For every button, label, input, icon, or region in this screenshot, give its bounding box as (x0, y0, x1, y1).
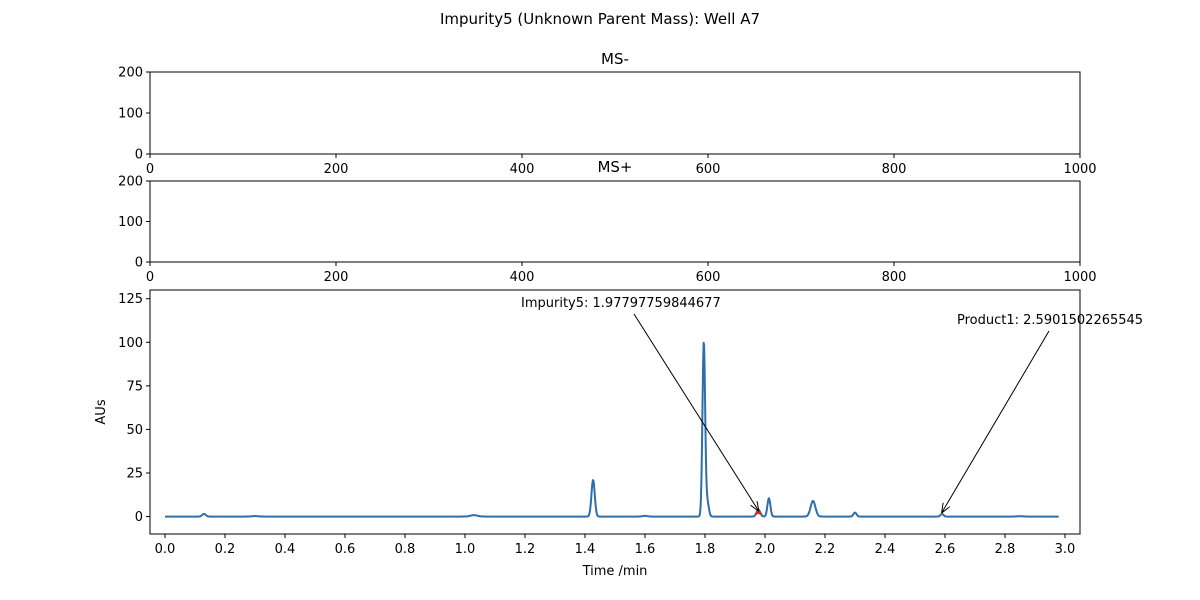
ms-minus-frame (149, 71, 1081, 155)
chromatogram-frame (149, 289, 1081, 535)
y-tick-label: 125 (118, 292, 143, 307)
x-tick-label: 600 (696, 270, 721, 285)
x-tick-label: 0.8 (395, 542, 416, 557)
chromatogram-x-ticks: 0.0 0.2 0.4 0.6 0.8 1.0 1.2 1.4 1.6 1.8 2.0 2.2 2.4 2… (155, 534, 1076, 557)
x-tick-label: 1.4 (575, 542, 596, 557)
x-tick-label: 2.0 (755, 542, 776, 557)
y-tick-label: 0 (135, 510, 143, 525)
x-tick-label: 3.0 (1055, 542, 1076, 557)
x-tick-label: 0.0 (155, 542, 176, 557)
chromatogram-x-label: Time /min (582, 564, 648, 579)
y-tick-label: 25 (126, 467, 143, 482)
x-tick-label: 1.2 (515, 542, 536, 557)
x-tick-label: 800 (882, 270, 907, 285)
x-tick-label: 1.0 (455, 542, 476, 557)
peak-annotations: Impurity5: 1.97797759844677 Product1: 2.5… (521, 296, 1143, 512)
x-tick-label: 1.8 (695, 542, 716, 557)
peak-annotation-arrow (633, 313, 758, 510)
x-tick-label: 800 (882, 162, 907, 177)
x-tick-label: 2.2 (815, 542, 836, 557)
x-tick-label: 200 (324, 270, 349, 285)
peak-annotation-arrow (942, 330, 1050, 512)
x-tick-label: 2.4 (875, 542, 896, 557)
y-tick-label: 0 (135, 256, 143, 271)
x-tick-label: 1.6 (635, 542, 656, 557)
x-tick-label: 400 (510, 270, 535, 285)
ms-plus-y-ticks: 0 100 200 (118, 175, 150, 271)
chromatogram-trace (164, 341, 1060, 518)
impurity-markers (754, 508, 763, 515)
ms-minus-title: MS- (601, 50, 629, 68)
x-tick-label: 2.8 (995, 542, 1016, 557)
x-tick-label: 0.6 (335, 542, 356, 557)
x-tick-label: 0.4 (275, 542, 296, 557)
y-tick-label: 100 (118, 215, 143, 230)
ms-plus-title: MS+ (597, 158, 632, 176)
x-tick-label: 2.6 (935, 542, 956, 557)
peak-annotation-label: Product1: 2.5901502265545 (957, 313, 1143, 328)
y-tick-label: 100 (118, 336, 143, 351)
x-tick-label: 0 (146, 162, 154, 177)
y-tick-label: 50 (126, 423, 143, 438)
x-tick-label: 200 (324, 162, 349, 177)
ms-minus-panel: MS- 0 200 400 600 800 1000 0 100 200 (118, 50, 1096, 177)
chromatogram-panel: 0.0 0.2 0.4 0.6 0.8 1.0 1.2 1.4 1.6 1.8 2.0 2.2 2.4 2… (94, 289, 1143, 579)
x-tick-label: 1000 (1063, 162, 1096, 177)
x-tick-label: 0 (146, 270, 154, 285)
x-tick-label: 600 (696, 162, 721, 177)
chromatogram-y-label: AUs (94, 399, 109, 424)
impurity-marker (754, 508, 763, 515)
y-tick-label: 200 (118, 175, 143, 190)
y-tick-label: 200 (118, 66, 143, 81)
figure-title: Impurity5 (Unknown Parent Mass): Well A7 (440, 10, 760, 28)
x-tick-label: 400 (510, 162, 535, 177)
peak-annotation-label: Impurity5: 1.97797759844677 (521, 296, 721, 311)
x-tick-label: 1000 (1063, 270, 1096, 285)
y-tick-label: 75 (126, 379, 143, 394)
y-tick-label: 100 (118, 107, 143, 122)
chromatogram-y-ticks: 0 25 50 75 100 125 (118, 292, 150, 525)
x-tick-label: 0.2 (215, 542, 236, 557)
y-tick-label: 0 (135, 148, 143, 163)
ms-minus-x-ticks: 0 200 400 600 800 1000 (146, 154, 1097, 177)
ms-plus-frame (149, 180, 1081, 263)
ms-plus-x-ticks: 0 200 400 600 800 1000 (146, 262, 1097, 285)
ms-minus-y-ticks: 0 100 200 (118, 66, 150, 163)
